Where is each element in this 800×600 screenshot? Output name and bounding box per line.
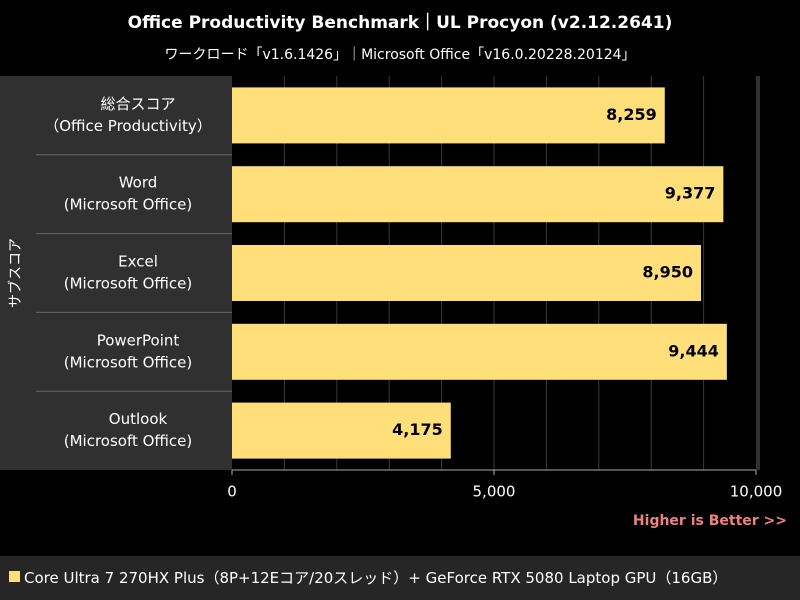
bar [232, 323, 727, 380]
bar-value-label: 4,175 [392, 420, 443, 439]
category-label: Excel [118, 253, 158, 271]
legend-swatch [9, 571, 20, 582]
higher-is-better-note: Higher is Better >> [632, 513, 787, 529]
chart-subtitle: ワークロード「v1.6.1426」｜Microsoft Office「v16.0… [164, 47, 636, 63]
bar [232, 402, 451, 459]
bar [232, 87, 665, 144]
bar-value-label: 9,444 [668, 341, 719, 360]
category-label: Outlook [109, 410, 168, 428]
category-label: Word [119, 174, 158, 192]
bar-value-label: 8,259 [606, 105, 657, 124]
category-label: (Microsoft Office) [64, 353, 193, 371]
bar [232, 245, 701, 301]
bar-value-label: 9,377 [665, 184, 716, 203]
x-tick-label: 0 [227, 483, 237, 501]
category-label: (Microsoft Office) [64, 432, 193, 450]
chart-title: Office Productivity Benchmark｜UL Procyon… [127, 13, 673, 33]
bar [232, 166, 724, 223]
category-label: 総合スコア [100, 95, 175, 113]
category-label: PowerPoint [97, 331, 180, 349]
bar-value-label: 8,950 [642, 263, 693, 282]
legend: Core Ultra 7 270HX Plus（8P+12Eコア/20スレッド）… [0, 556, 800, 600]
x-tick-label: 10,000 [730, 483, 783, 501]
legend-label: Core Ultra 7 270HX Plus（8P+12Eコア/20スレッド）… [24, 569, 728, 587]
x-tick-label: 5,000 [473, 483, 516, 501]
y-axis-title: サブスコア [7, 238, 24, 308]
category-label: (Microsoft Office) [64, 275, 193, 293]
category-label: （Office Productivity） [44, 117, 211, 135]
category-label: (Microsoft Office) [64, 196, 193, 214]
